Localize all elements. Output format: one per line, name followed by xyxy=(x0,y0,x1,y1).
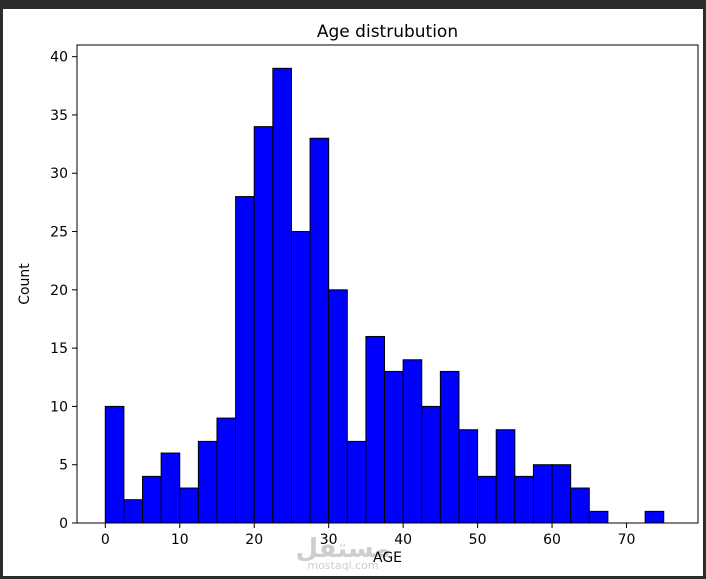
histogram-bar xyxy=(253,126,274,524)
histogram-bar xyxy=(402,359,423,524)
histogram-bar xyxy=(104,405,125,524)
x-tick-label: 30 xyxy=(320,532,338,548)
histogram-bar xyxy=(570,487,590,524)
histogram-bar xyxy=(644,510,665,524)
x-tick-label: 70 xyxy=(618,532,636,548)
histogram-bar xyxy=(179,487,199,524)
y-tick-label: 10 xyxy=(50,399,68,415)
histogram-bar xyxy=(216,417,237,524)
histogram-bar xyxy=(384,370,404,524)
chart-title: Age distrubution xyxy=(317,22,458,42)
histogram-bar xyxy=(328,289,348,524)
watermark: مستقل mostaql.com xyxy=(295,534,390,572)
histogram-chart: مستقل mostaql.com 0 10 20 30 40 50 60 70 0 5 10 15… xyxy=(17,22,699,572)
histogram-bar xyxy=(421,405,441,524)
y-axis-label: Count xyxy=(17,263,33,305)
y-tick-label: 30 xyxy=(50,166,68,182)
y-axis: 0 5 10 15 20 25 30 35 40 xyxy=(50,50,77,532)
histogram-bar xyxy=(514,475,534,524)
histogram-bar xyxy=(309,137,330,524)
x-axis: 0 10 20 30 40 50 60 70 xyxy=(101,523,636,548)
x-tick-label: 40 xyxy=(394,532,412,548)
y-tick-label: 35 xyxy=(50,108,68,124)
chart-frame: مستقل mostaql.com 0 10 20 30 40 50 60 70 0 5 10 15… xyxy=(3,9,703,576)
x-axis-label: AGE xyxy=(373,550,402,566)
y-tick-label: 25 xyxy=(50,225,68,241)
histogram-bar xyxy=(123,499,144,524)
y-tick-label: 15 xyxy=(50,341,68,357)
histogram-bar xyxy=(346,440,367,524)
x-tick-label: 20 xyxy=(245,532,263,548)
histogram-bar xyxy=(365,335,386,524)
histogram-bar xyxy=(160,452,181,524)
x-tick-label: 50 xyxy=(469,532,487,548)
histogram-bar xyxy=(532,464,553,524)
y-tick-label: 40 xyxy=(50,50,68,66)
watermark-site: mostaql.com xyxy=(307,559,378,572)
plot-frame xyxy=(76,44,699,524)
histogram-bar xyxy=(235,196,255,524)
watermark-logo: مستقل xyxy=(295,534,390,564)
histogram-bar xyxy=(142,475,162,524)
histogram-bar xyxy=(588,510,609,524)
y-tick-label: 0 xyxy=(59,516,68,532)
histogram-bar xyxy=(551,464,572,524)
histogram-bar xyxy=(495,429,516,524)
histogram-bar xyxy=(272,67,292,524)
histogram-bar xyxy=(290,231,311,524)
histogram-bar xyxy=(477,475,497,524)
histogram-bar xyxy=(458,429,479,524)
y-tick-label: 20 xyxy=(50,283,68,299)
y-tick-label: 5 xyxy=(59,458,68,474)
x-tick-label: 10 xyxy=(171,532,189,548)
histogram-bar xyxy=(439,370,460,524)
x-tick-label: 60 xyxy=(543,532,561,548)
x-tick-label: 0 xyxy=(101,532,110,548)
histogram-bar xyxy=(197,440,218,524)
